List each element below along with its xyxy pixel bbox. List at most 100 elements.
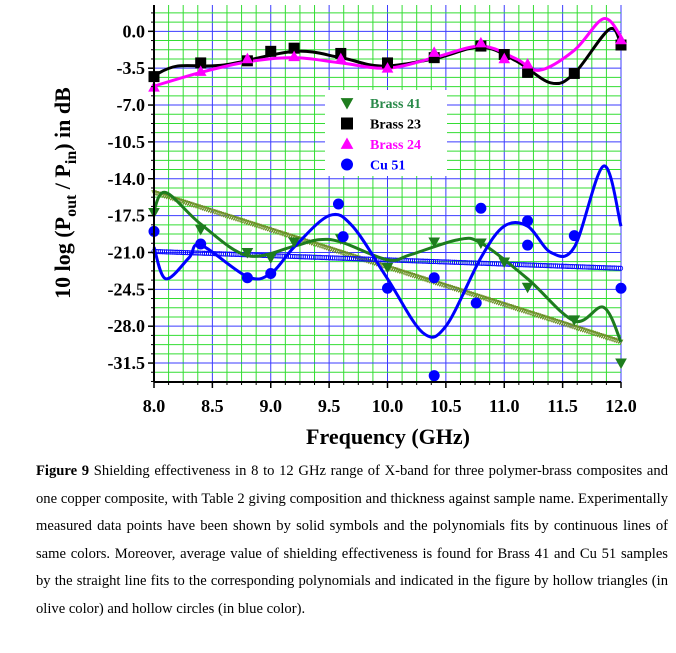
brass-41-linear-fit-marker — [504, 303, 510, 309]
brass-41-linear-fit-marker — [483, 296, 489, 302]
brass-41-linear-fit-marker — [493, 299, 500, 306]
data-points — [148, 33, 627, 382]
brass-41-linear-fit-marker — [180, 199, 187, 205]
brass-41-linear-fit-marker — [317, 243, 323, 249]
brass-41-linear-fit-marker — [394, 268, 401, 274]
brass-41-linear-fit-marker — [388, 266, 395, 272]
brass-41-linear-fit-marker — [222, 213, 229, 219]
cu-51-data-point — [522, 215, 534, 227]
brass-41-linear-fit-marker — [354, 255, 361, 261]
brass-41-data-point — [568, 315, 581, 326]
brass-41-linear-fit-marker — [279, 231, 286, 237]
figure-label: Figure 9 — [36, 463, 90, 479]
cu-51-data-point — [615, 282, 627, 294]
cu-51-data-point — [241, 272, 253, 284]
brass-41-linear-fit-marker — [451, 286, 458, 292]
brass-41-linear-fit-marker — [405, 271, 412, 277]
brass-41-linear-fit-marker — [453, 287, 460, 293]
brass-41-linear-fit-marker — [516, 307, 523, 313]
brass-41-linear-fit-marker — [243, 219, 250, 226]
brass-24-data-point — [194, 65, 207, 76]
brass-41-linear-fit-marker — [548, 317, 555, 323]
brass-41-linear-fit-marker — [281, 232, 288, 238]
brass-41-linear-fit-marker — [495, 300, 502, 306]
y-tick-label: -3.5 — [117, 58, 146, 78]
brass-41-linear-fit-marker — [245, 220, 252, 226]
brass-41-linear-fit-marker — [216, 211, 223, 217]
brass-41-linear-fit-marker — [607, 336, 613, 342]
brass-41-linear-fit-marker — [586, 329, 592, 335]
brass-41-linear-fit-marker — [533, 312, 540, 318]
brass-41-linear-fit-marker — [439, 282, 445, 288]
brass-41-data-point — [615, 358, 627, 370]
cu-51-data-point — [475, 202, 487, 214]
brass-41-linear-fit-marker — [235, 217, 241, 223]
brass-41-linear-fit-marker — [153, 190, 159, 197]
brass-41-linear-fit-marker — [550, 318, 557, 324]
brass-41-linear-fit-marker — [573, 325, 580, 331]
brass-41-linear-fit-marker — [239, 218, 246, 224]
brass-41-data-point — [288, 237, 300, 248]
brass-41-linear-fit-marker — [544, 316, 550, 322]
brass-41-linear-fit-marker — [470, 292, 477, 298]
brass-41-linear-fit-marker — [613, 338, 620, 344]
brass-41-linear-fit-marker — [577, 326, 584, 333]
brass-41-linear-fit-marker — [481, 295, 487, 302]
brass-41-linear-fit-marker — [565, 322, 571, 329]
brass-41-linear-fit-marker — [247, 221, 254, 227]
brass-41-linear-fit-marker — [186, 201, 193, 207]
brass-41-linear-fit-marker — [584, 328, 590, 335]
brass-41-linear-fit-marker — [497, 301, 504, 307]
brass-41-linear-fit-marker — [546, 316, 552, 322]
brass-41-linear-fit-marker — [605, 335, 611, 341]
brass-24-data-point — [475, 36, 487, 48]
brass-41-linear-fit-marker — [203, 207, 210, 213]
brass-41-linear-fit-marker — [230, 215, 237, 222]
brass-41-linear-fit-marker — [199, 205, 206, 211]
brass-41-linear-fit-marker — [256, 223, 262, 230]
brass-41-linear-fit-marker — [348, 253, 355, 259]
brass-41-data-point — [475, 238, 487, 250]
brass-41-linear-fit-marker — [523, 309, 529, 315]
brass-41-linear-fit-marker — [352, 254, 359, 261]
brass-41-data-point — [498, 257, 511, 268]
brass-41-linear-fit-marker — [409, 273, 416, 279]
brass-41-linear-fit-marker — [457, 288, 464, 294]
brass-41-linear-fit-marker — [487, 297, 494, 304]
brass-24-data-point — [615, 33, 627, 45]
brass-23-data-point — [568, 67, 580, 79]
brass-41-linear-fit-marker — [527, 310, 534, 316]
cu-51-data-point — [428, 272, 440, 284]
brass-41-linear-fit-marker — [390, 266, 397, 273]
brass-41-linear-fit-marker — [283, 232, 290, 238]
brass-24-data-point — [288, 50, 300, 62]
brass-41-linear-fit-marker — [315, 242, 321, 248]
x-tick-label: 8.5 — [201, 396, 224, 416]
brass-41-data-point — [241, 247, 254, 259]
brass-41-linear-fit-marker — [321, 244, 328, 250]
brass-41-linear-fit-marker — [251, 222, 258, 228]
brass-41-linear-fit-marker — [415, 275, 422, 281]
brass-41-linear-fit-marker — [275, 229, 281, 236]
legend-label-cu-51: Cu 51 — [370, 159, 405, 174]
x-tick-label: 10.0 — [372, 396, 404, 416]
x-tick-label: 12.0 — [605, 396, 637, 416]
brass-41-linear-fit-marker — [592, 331, 599, 337]
brass-41-linear-fit-marker — [329, 247, 336, 253]
brass-41-linear-fit-marker — [424, 277, 431, 283]
brass-41-linear-fit-marker — [209, 209, 216, 215]
brass-41-linear-fit-marker — [468, 291, 475, 298]
x-tick-label: 8.0 — [143, 396, 166, 416]
brass-41-linear-fit-marker — [323, 245, 330, 251]
brass-41-linear-fit-marker — [514, 306, 521, 312]
brass-41-linear-fit-marker — [399, 269, 405, 275]
cu-51-linear-fit-marker — [617, 265, 624, 271]
brass-41-linear-fit-marker — [418, 275, 424, 281]
y-tick-label: -31.5 — [108, 353, 146, 373]
brass-41-legend-marker — [340, 98, 354, 110]
brass-41-linear-fit-marker — [193, 203, 199, 209]
brass-23-data-point — [522, 66, 534, 78]
legend: Brass 41 Brass 23 Brass 24 Cu 51 — [325, 90, 447, 176]
brass-41-linear-fit-marker — [539, 314, 546, 320]
brass-41-linear-fit-marker — [344, 252, 351, 258]
